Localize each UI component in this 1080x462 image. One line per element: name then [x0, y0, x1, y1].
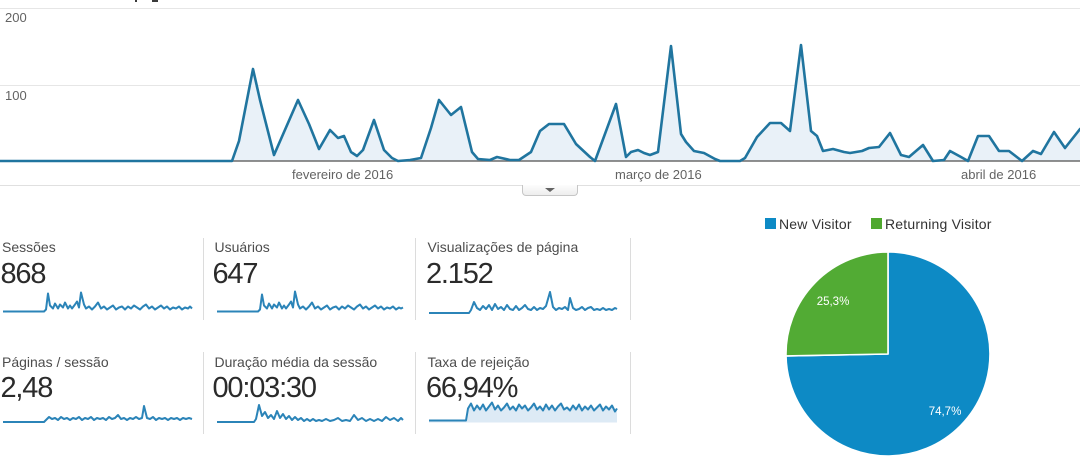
svg-text:74,7%: 74,7%: [929, 406, 962, 418]
svg-text:25,3%: 25,3%: [817, 296, 850, 308]
